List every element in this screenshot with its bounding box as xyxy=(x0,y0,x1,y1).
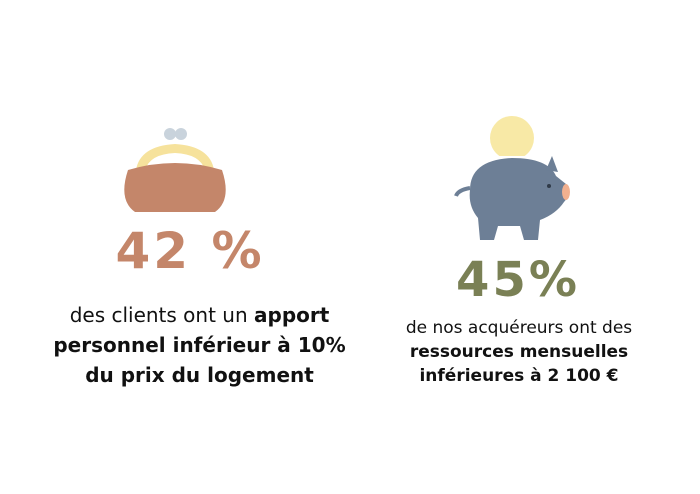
text-bold: apport personnel inférieur à 10% du prix… xyxy=(53,303,346,387)
purse-icon xyxy=(124,128,226,212)
stat-right: 45% xyxy=(456,252,580,308)
text-normal: de nos acquéreurs ont des xyxy=(405,318,633,338)
text-bold: ressources mensuelles inférieures à 2 10… xyxy=(409,342,629,386)
description-left: des clients ont un apport personnel infé… xyxy=(52,300,347,390)
stat-left: 42 % xyxy=(115,222,265,280)
description-right: de nos acquéreurs ont des ressources men… xyxy=(388,316,650,388)
text-normal: des clients ont un xyxy=(69,303,254,327)
piggy-bank-icon xyxy=(454,116,570,240)
